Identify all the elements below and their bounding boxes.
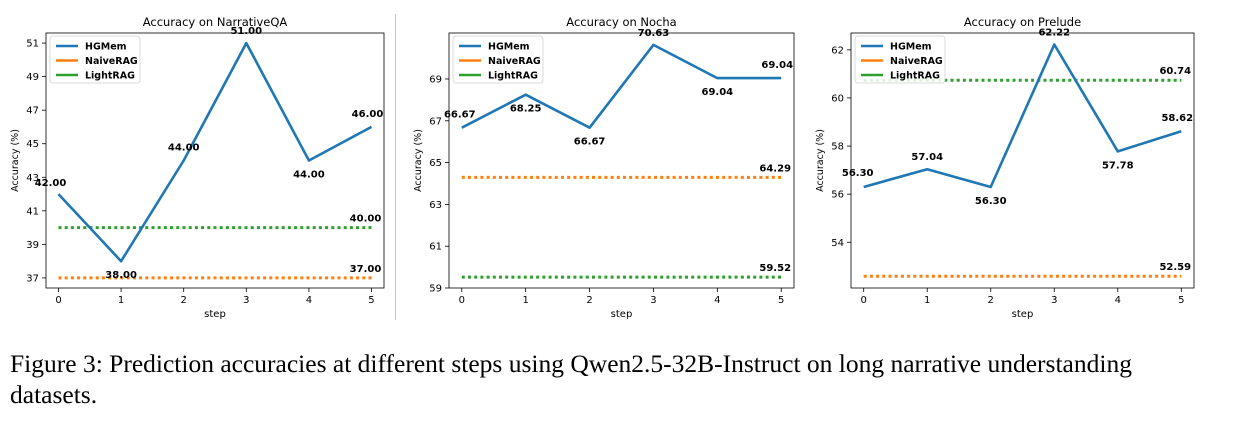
x-tick-label: 5: [778, 295, 784, 306]
data-label: 52.59: [1159, 262, 1191, 273]
x-tick-label: 1: [924, 295, 930, 306]
x-tick-label: 5: [368, 295, 374, 306]
y-tick-label: 43: [26, 173, 39, 184]
y-tick-label: 49: [26, 72, 39, 83]
data-label: 42.00: [35, 178, 67, 189]
legend-label-lightrag: LightRAG: [488, 71, 538, 82]
series-line-hgmem: [461, 43, 782, 129]
y-tick-label: 63: [429, 200, 442, 211]
figure-charts: Accuracy on NarrativeQA37394143454749510…: [10, 15, 1195, 320]
legend-label-hgmem: HGMem: [85, 42, 127, 53]
x-axis-label: step: [1012, 309, 1034, 320]
x-tick-label: 1: [118, 295, 124, 306]
chart-panel-0: Accuracy on NarrativeQA37394143454749510…: [10, 15, 385, 320]
data-label: 44.00: [293, 170, 325, 181]
legend-label-naiverag: NaiveRAG: [85, 56, 138, 67]
series-line-hgmem: [57, 41, 373, 263]
legend-label-naiverag: NaiveRAG: [488, 56, 541, 67]
x-tick-label: 0: [861, 295, 867, 306]
data-label: 57.78: [1102, 160, 1134, 171]
data-label: 69.04: [761, 60, 793, 71]
legend-label-hgmem: HGMem: [890, 42, 932, 53]
y-tick-label: 56: [831, 190, 844, 201]
x-tick-label: 3: [650, 295, 656, 306]
data-label: 56.30: [975, 196, 1007, 207]
y-tick-label: 54: [831, 238, 844, 249]
chart-title: Accuracy on Nocha: [566, 15, 676, 29]
y-axis-label: Accuracy (%): [10, 129, 21, 192]
data-label: 66.67: [574, 137, 606, 148]
x-tick-label: 4: [1115, 295, 1121, 306]
legend-box: [854, 35, 946, 84]
x-axis-label: step: [611, 309, 633, 320]
y-tick-label: 65: [429, 158, 442, 169]
y-tick-label: 45: [26, 139, 39, 150]
y-tick-label: 67: [429, 116, 442, 127]
chart-panel-2: Accuracy on Prelude 54 56 58 60 62 0 1 2 3 4 5 step A…: [815, 15, 1195, 320]
x-tick-label: 4: [306, 295, 312, 306]
data-label: 66.67: [444, 110, 476, 121]
data-label: 56.30: [842, 168, 874, 179]
y-tick-label: 60: [831, 93, 844, 104]
data-label: 46.00: [352, 109, 384, 120]
x-tick-label: 2: [181, 295, 187, 306]
x-tick-label: 3: [243, 295, 249, 306]
plot-frame: [850, 32, 1195, 289]
data-label: 60.74: [1159, 66, 1191, 77]
data-label: 62.22: [1038, 28, 1070, 39]
y-tick-label: 37: [26, 273, 39, 284]
y-tick-label: 41: [26, 206, 39, 217]
y-tick-label: 62: [831, 45, 844, 56]
panel-divider: [395, 14, 396, 320]
legend-label-naiverag: NaiveRAG: [890, 56, 943, 67]
data-label: 44.00: [168, 143, 200, 154]
y-tick-label: 39: [26, 240, 39, 251]
data-label: 38.00: [105, 270, 137, 281]
y-tick-label: 47: [26, 106, 39, 117]
data-label: 64.29: [759, 163, 791, 174]
x-tick-label: 0: [55, 295, 61, 306]
legend-box: [49, 35, 141, 84]
y-tick-label: 59: [429, 284, 442, 295]
x-tick-label: 2: [586, 295, 592, 306]
chart-panel-1: Accuracy on Nocha 59 61 63 65 67 69 0 1 2 3 4 5 step A…: [413, 15, 795, 320]
x-tick-label: 4: [714, 295, 720, 306]
y-tick-label: 69: [429, 74, 442, 85]
data-label: 37.00: [350, 264, 382, 275]
figure-caption: Figure 3: Prediction accuracies at diffe…: [10, 349, 1132, 409]
data-label: 68.25: [510, 104, 542, 115]
data-label: 69.04: [702, 87, 734, 98]
x-tick-label: 3: [1051, 295, 1057, 306]
legend-box: [452, 35, 544, 84]
legend-label-lightrag: LightRAG: [85, 71, 135, 82]
data-label: 70.63: [638, 28, 670, 39]
y-axis-label: Accuracy (%): [815, 129, 826, 192]
x-tick-label: 1: [522, 295, 528, 306]
series-line-hgmem: [863, 43, 1182, 189]
x-tick-label: 5: [1178, 295, 1184, 306]
y-axis-label: Accuracy (%): [413, 129, 424, 192]
x-tick-label: 0: [459, 295, 465, 306]
data-label: 59.52: [759, 263, 791, 274]
data-label: 40.00: [350, 214, 382, 225]
data-label: 51.00: [230, 26, 262, 37]
chart-title: Accuracy on Prelude: [964, 15, 1081, 29]
legend-label-hgmem: HGMem: [488, 42, 530, 53]
data-label: 57.04: [911, 152, 943, 163]
x-tick-label: 2: [988, 295, 994, 306]
data-label: 58.62: [1161, 113, 1193, 124]
y-tick-label: 58: [831, 142, 844, 153]
plot-frame: [45, 32, 385, 289]
y-tick-label: 61: [429, 242, 442, 253]
legend-label-lightrag: LightRAG: [890, 71, 940, 82]
y-tick-label: 51: [26, 39, 39, 50]
x-axis-label: step: [204, 309, 226, 320]
plot-frame: [448, 32, 795, 289]
chart-title: Accuracy on NarrativeQA: [143, 15, 288, 29]
